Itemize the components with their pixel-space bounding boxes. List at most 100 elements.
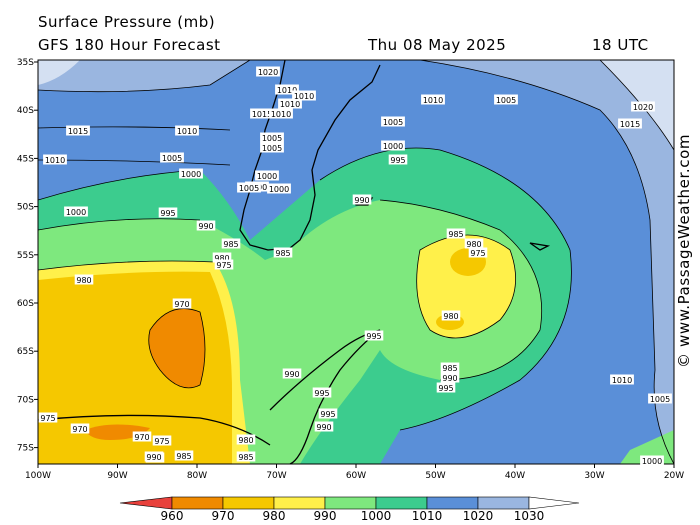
isobar-label-text: 995 xyxy=(438,384,453,393)
isobar-label: 980 xyxy=(74,274,94,285)
band-1020-1030-west xyxy=(38,60,80,85)
isobar-label-bg xyxy=(421,94,445,105)
isobar-label-bg xyxy=(648,393,672,404)
isobar-label: 1000 xyxy=(64,206,88,217)
copyright-credit: © www.PassageWeather.com xyxy=(675,133,693,368)
isobar-label-bg xyxy=(440,362,460,373)
isobar-label-bg xyxy=(144,451,164,462)
isobar-label-text: 995 xyxy=(390,156,405,165)
isobar-label-text: 990 xyxy=(354,196,369,205)
isobar-label-bg xyxy=(221,238,241,249)
isobar-label-bg xyxy=(43,154,67,165)
isobar-label-bg xyxy=(260,142,284,153)
isobar-label-text: 1005 xyxy=(239,184,259,193)
isobar-line xyxy=(38,126,231,131)
isobar-label-text: 985 xyxy=(223,240,238,249)
lon-label: 90W xyxy=(107,471,127,481)
isobar-label: 995 xyxy=(158,207,178,218)
isobar-label: 1005 xyxy=(648,393,672,404)
isobar-label: 970 xyxy=(172,298,192,309)
forecast-time: 18 UTC xyxy=(592,36,649,54)
isobar-label-bg xyxy=(610,374,634,385)
isobar-label-text: 1010 xyxy=(177,127,197,136)
isobar-label-text: 985 xyxy=(442,364,457,373)
isobar-label-bg xyxy=(158,207,178,218)
isobar-label-bg xyxy=(179,168,203,179)
isobar-label-text: 1015 xyxy=(620,120,640,129)
isobar-label-bg xyxy=(381,140,405,151)
legend-swatch xyxy=(426,496,479,510)
lon-label: 20W xyxy=(664,471,684,481)
isobar-label: 1005 xyxy=(260,142,284,153)
isobar-label-text: 1000 xyxy=(642,457,662,466)
isobar-line xyxy=(419,60,674,464)
isobar-label-text: 985 xyxy=(238,453,253,462)
isobar-label: 975 xyxy=(38,412,58,423)
legend-arrow-low xyxy=(119,496,173,510)
low-center-ring xyxy=(416,235,516,338)
isobar-label: 980 xyxy=(441,310,461,321)
lat-label: 75S xyxy=(17,444,34,454)
isobar-label: 990 xyxy=(352,194,372,205)
isobar-label-text: 1005 xyxy=(262,134,282,143)
isobar-label: 1010 xyxy=(421,94,445,105)
isobar-label-text: 1010 xyxy=(294,92,314,101)
isobar-label-text: 1010 xyxy=(45,156,65,165)
isobar-label: 975 xyxy=(214,259,234,270)
lat-label: 35S xyxy=(17,58,34,68)
legend-arrow-high xyxy=(528,496,580,510)
isobar-label-text: 995 xyxy=(160,209,175,218)
lon-label: 50W xyxy=(425,471,445,481)
isobar-line xyxy=(379,199,543,381)
lat-label: 70S xyxy=(17,395,34,405)
isobar-label: 995 xyxy=(312,387,332,398)
isobar-label-text: 1005 xyxy=(383,118,403,127)
isobar-label: 990 xyxy=(314,421,334,432)
isobar-label: 1010 xyxy=(175,125,199,136)
isobar-label-bg xyxy=(250,108,274,119)
isobar-label-bg xyxy=(236,434,256,445)
isobar-label: 1010 xyxy=(292,90,316,101)
isobar-line xyxy=(416,234,516,339)
isobar-label-text: 985 xyxy=(275,249,290,258)
isobar-label-text: 990 xyxy=(316,423,331,432)
legend-swatch xyxy=(171,496,224,510)
lat-label: 40S xyxy=(17,106,34,116)
isobar-label: 970 xyxy=(70,423,90,434)
isobar-label: 1010 xyxy=(610,374,634,385)
isobar-label: 1005 xyxy=(237,182,261,193)
isobar-label: 1010 xyxy=(269,108,293,119)
isobar-label: 985 xyxy=(236,451,256,462)
legend-swatch xyxy=(375,496,428,510)
lat-label: 55S xyxy=(17,251,34,261)
isobar-label: 1015 xyxy=(618,118,642,129)
isobar-label: 985 xyxy=(440,362,460,373)
forecast-date: Thu 08 May 2025 xyxy=(368,36,507,54)
isobar-label-text: 1010 xyxy=(280,100,300,109)
isobar-label-bg xyxy=(175,125,199,136)
isobar-label-text: 970 xyxy=(134,433,149,442)
lon-label: 80W xyxy=(187,471,207,481)
antarctic-peninsula-coast xyxy=(269,329,381,465)
isobar-label-text: 1005 xyxy=(496,96,516,105)
isobar-label-bg xyxy=(278,98,302,109)
isobar-label-bg xyxy=(292,90,316,101)
isobar-label-bg xyxy=(66,125,90,136)
isobar-label-bg xyxy=(172,298,192,309)
isobar-label-text: 975 xyxy=(470,249,485,258)
isobar-label-text: 990 xyxy=(198,222,213,231)
legend-swatch xyxy=(222,496,275,510)
isobar-label-text: 980 xyxy=(214,254,229,263)
isobar-label-text: 990 xyxy=(146,453,161,462)
isobar-label-bg xyxy=(255,170,279,181)
isobar-label-bg xyxy=(436,382,456,393)
isobar-label-bg xyxy=(364,330,384,341)
forecast-subtitle: GFS 180 Hour Forecast xyxy=(38,36,221,54)
isobar-line xyxy=(319,147,572,431)
isobar-label: 1000 xyxy=(381,140,405,151)
legend-tick-label: 960 xyxy=(161,509,184,523)
isobar-label-bg xyxy=(132,431,152,442)
isobar-label-text: 1005 xyxy=(162,154,182,163)
isobar-label-text: 1015 xyxy=(68,127,88,136)
isobar-label: 1015 xyxy=(66,125,90,136)
